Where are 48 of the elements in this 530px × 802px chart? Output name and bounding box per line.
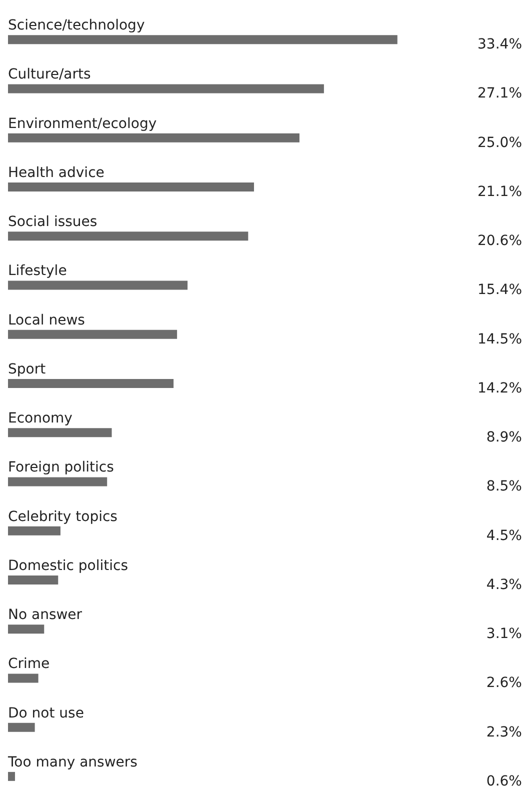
bar: [8, 378, 174, 388]
bar: [8, 477, 108, 486]
y-tick-label: Lifestyle: [8, 263, 67, 280]
y-tick-label: Social issues: [8, 214, 98, 230]
y-tick-label: Environment/ecology: [8, 116, 157, 132]
data-label: 15.4%: [478, 282, 522, 298]
bar: [8, 722, 35, 732]
bar: [8, 280, 188, 290]
bar: [8, 330, 178, 339]
data-label: 21.1%: [478, 184, 522, 200]
data-label: 20.6%: [478, 233, 522, 250]
data-label: 8.9%: [486, 430, 522, 446]
data-label: 2.3%: [486, 724, 522, 740]
bar: [8, 575, 58, 584]
bar: [8, 674, 38, 683]
data-label: 14.5%: [478, 331, 522, 348]
bar: [8, 84, 324, 94]
bar: [8, 772, 15, 781]
y-tick-label: Sport: [8, 361, 46, 378]
data-label: 4.3%: [486, 576, 522, 593]
y-tick-label: No answer: [8, 607, 82, 624]
data-label: 4.5%: [486, 528, 522, 544]
bar: [8, 35, 398, 44]
y-tick-label: Economy: [8, 410, 72, 427]
y-tick-label: Too many answers: [7, 754, 138, 770]
bar: [8, 232, 248, 241]
y-tick-label: Foreign politics: [8, 460, 114, 476]
bar: [8, 526, 60, 536]
y-tick-label: Do not use: [8, 705, 84, 722]
data-label: 2.6%: [486, 675, 522, 692]
y-tick-label: Domestic politics: [8, 558, 128, 574]
data-label: 25.0%: [478, 134, 522, 151]
data-label: 8.5%: [486, 478, 522, 495]
data-label: 0.6%: [486, 773, 522, 790]
bar: [8, 624, 44, 634]
data-label: 27.1%: [478, 86, 522, 102]
bar: [8, 428, 112, 438]
data-label: 3.1%: [486, 626, 522, 642]
y-tick-label: Crime: [8, 656, 50, 672]
bar: [8, 182, 254, 192]
bar: [8, 133, 300, 142]
y-tick-label: Local news: [8, 312, 85, 328]
data-label: 33.4%: [478, 36, 522, 53]
y-tick-label: Health advice: [8, 164, 104, 181]
y-tick-label: Culture/arts: [8, 66, 91, 83]
y-tick-label: Science/technology: [8, 18, 145, 34]
y-tick-label: Celebrity topics: [8, 508, 118, 525]
data-label: 14.2%: [478, 380, 522, 396]
